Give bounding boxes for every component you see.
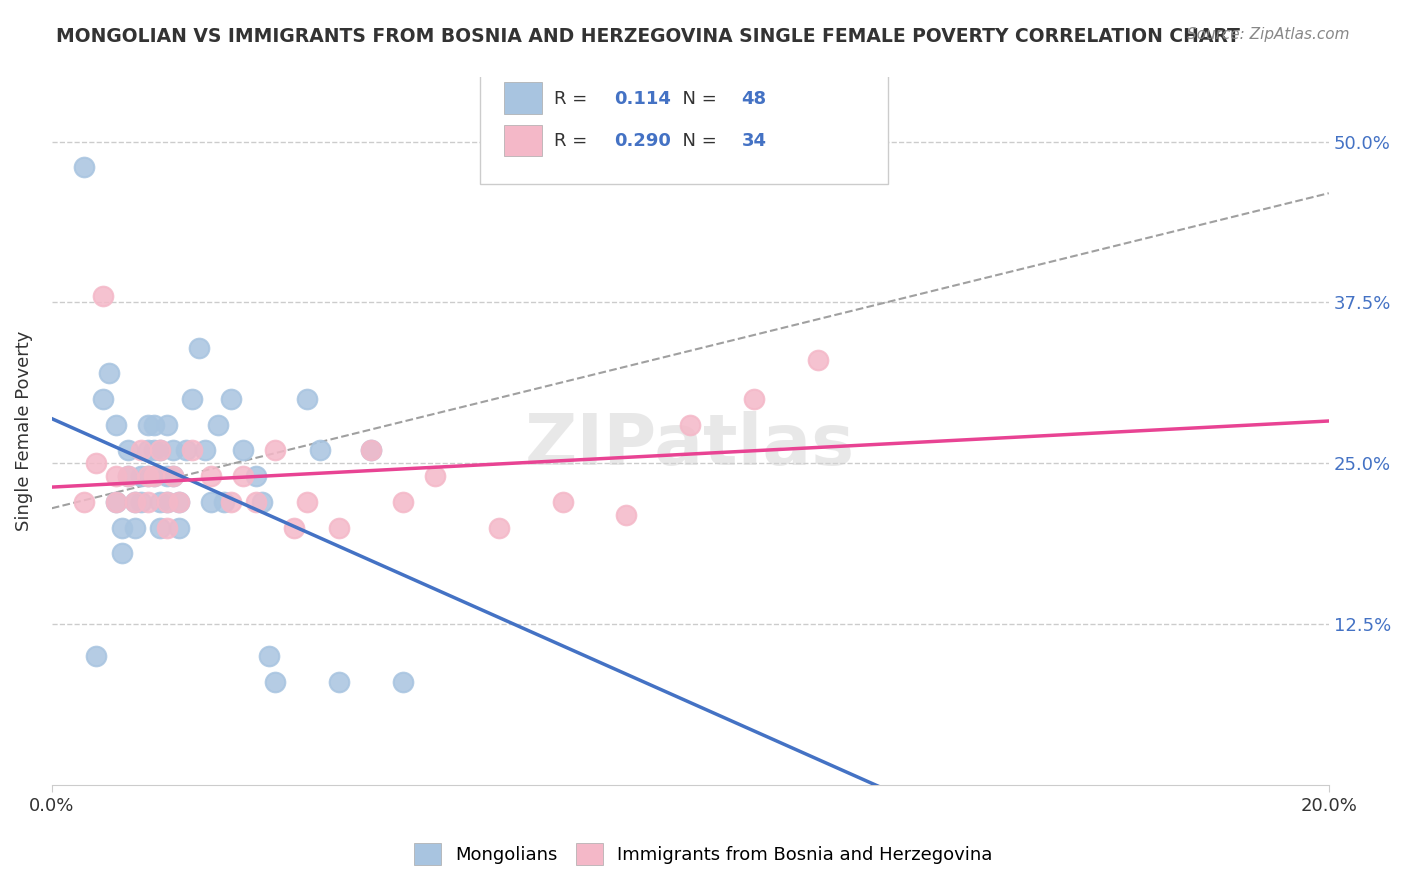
- Point: [295, 392, 318, 406]
- Legend: Mongolians, Immigrants from Bosnia and Herzegovina: Mongolians, Immigrants from Bosnia and H…: [405, 834, 1001, 874]
- Point: [124, 495, 146, 509]
- Point: [328, 674, 350, 689]
- Point: [392, 495, 415, 509]
- Text: 0.114: 0.114: [613, 90, 671, 108]
- Point: [252, 495, 274, 509]
- Point: [104, 469, 127, 483]
- Point: [264, 674, 287, 689]
- Text: 0.290: 0.290: [613, 132, 671, 150]
- Point: [169, 495, 191, 509]
- Point: [283, 520, 305, 534]
- Point: [117, 443, 139, 458]
- Point: [149, 443, 172, 458]
- Point: [169, 520, 191, 534]
- Point: [742, 392, 765, 406]
- Text: R =: R =: [554, 132, 592, 150]
- Point: [295, 495, 318, 509]
- Point: [104, 417, 127, 432]
- Point: [111, 546, 134, 560]
- Text: Source: ZipAtlas.com: Source: ZipAtlas.com: [1187, 27, 1350, 42]
- Text: N =: N =: [671, 90, 723, 108]
- Y-axis label: Single Female Poverty: Single Female Poverty: [15, 331, 32, 532]
- Point: [136, 469, 159, 483]
- Point: [136, 469, 159, 483]
- Point: [104, 495, 127, 509]
- Point: [212, 495, 235, 509]
- Point: [807, 353, 830, 368]
- Point: [207, 417, 229, 432]
- Point: [488, 520, 510, 534]
- Point: [149, 443, 172, 458]
- Point: [86, 649, 108, 664]
- Point: [162, 469, 184, 483]
- Point: [156, 495, 179, 509]
- Point: [149, 495, 172, 509]
- Point: [232, 469, 254, 483]
- Point: [245, 469, 267, 483]
- Point: [194, 443, 217, 458]
- Point: [264, 443, 287, 458]
- Point: [149, 520, 172, 534]
- Text: 48: 48: [741, 90, 766, 108]
- Point: [169, 495, 191, 509]
- Point: [111, 520, 134, 534]
- Point: [616, 508, 638, 522]
- Point: [200, 469, 222, 483]
- Point: [124, 520, 146, 534]
- Point: [309, 443, 332, 458]
- Point: [104, 495, 127, 509]
- Point: [98, 366, 121, 380]
- Point: [117, 469, 139, 483]
- Point: [142, 469, 165, 483]
- Point: [136, 417, 159, 432]
- FancyBboxPatch shape: [503, 82, 543, 113]
- Point: [360, 443, 382, 458]
- Point: [156, 469, 179, 483]
- Point: [551, 495, 574, 509]
- Point: [181, 392, 204, 406]
- Point: [392, 674, 415, 689]
- Point: [679, 417, 702, 432]
- Point: [124, 495, 146, 509]
- Point: [360, 443, 382, 458]
- Point: [232, 443, 254, 458]
- Point: [219, 392, 242, 406]
- Text: 34: 34: [741, 132, 766, 150]
- FancyBboxPatch shape: [503, 125, 543, 156]
- Point: [136, 443, 159, 458]
- Point: [181, 443, 204, 458]
- Point: [136, 495, 159, 509]
- Point: [142, 417, 165, 432]
- Point: [117, 469, 139, 483]
- Point: [200, 495, 222, 509]
- Point: [73, 161, 96, 175]
- Point: [257, 649, 280, 664]
- Point: [162, 443, 184, 458]
- Point: [423, 469, 446, 483]
- Point: [187, 341, 209, 355]
- Point: [91, 392, 114, 406]
- Point: [156, 520, 179, 534]
- Point: [156, 495, 179, 509]
- Text: ZIPatlas: ZIPatlas: [526, 410, 855, 480]
- Point: [245, 495, 267, 509]
- Point: [156, 417, 179, 432]
- Point: [129, 443, 152, 458]
- FancyBboxPatch shape: [479, 67, 889, 184]
- Point: [219, 495, 242, 509]
- Point: [73, 495, 96, 509]
- Point: [142, 469, 165, 483]
- Point: [129, 469, 152, 483]
- Point: [328, 520, 350, 534]
- Point: [142, 443, 165, 458]
- Point: [91, 289, 114, 303]
- Text: MONGOLIAN VS IMMIGRANTS FROM BOSNIA AND HERZEGOVINA SINGLE FEMALE POVERTY CORREL: MONGOLIAN VS IMMIGRANTS FROM BOSNIA AND …: [56, 27, 1240, 45]
- Text: R =: R =: [554, 90, 592, 108]
- Point: [86, 456, 108, 470]
- Point: [129, 495, 152, 509]
- Point: [162, 469, 184, 483]
- Text: N =: N =: [671, 132, 723, 150]
- Point: [174, 443, 197, 458]
